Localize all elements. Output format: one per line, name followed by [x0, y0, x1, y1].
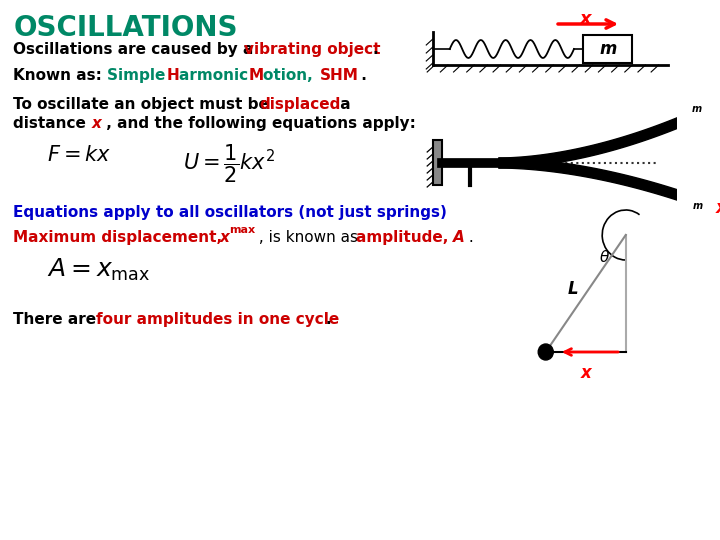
Text: $\theta$: $\theta$ — [600, 249, 611, 265]
Text: .: . — [464, 230, 474, 245]
Text: Simple: Simple — [107, 68, 171, 83]
Bar — [433, 140, 442, 185]
Text: x: x — [220, 230, 230, 245]
FancyBboxPatch shape — [687, 190, 706, 208]
Text: max: max — [229, 225, 256, 235]
Text: displaced: displaced — [259, 97, 341, 112]
Bar — [583, 35, 632, 63]
Text: four amplitudes in one cycle: four amplitudes in one cycle — [96, 312, 340, 327]
Text: distance: distance — [13, 116, 96, 131]
Text: Oscillations are caused by a: Oscillations are caused by a — [13, 42, 258, 57]
Text: x: x — [580, 10, 591, 28]
Polygon shape — [499, 158, 703, 208]
Text: armonic: armonic — [179, 68, 253, 83]
Text: $U = \dfrac{1}{2}k\mathit{x}^2$: $U = \dfrac{1}{2}k\mathit{x}^2$ — [184, 142, 276, 185]
Polygon shape — [499, 109, 703, 168]
Text: .: . — [356, 68, 367, 83]
Text: There are: There are — [13, 312, 102, 327]
Text: .: . — [373, 42, 378, 57]
Text: A: A — [453, 230, 464, 245]
Text: Equations apply to all oscillators (not just springs): Equations apply to all oscillators (not … — [13, 205, 447, 220]
Text: H: H — [166, 68, 179, 83]
Text: x: x — [91, 116, 102, 131]
Text: vibrating object: vibrating object — [244, 42, 381, 57]
Text: $F = k\mathit{x}$: $F = k\mathit{x}$ — [47, 145, 112, 165]
Text: otion,: otion, — [263, 68, 323, 83]
Text: a: a — [336, 97, 351, 112]
Text: x: x — [716, 199, 720, 217]
Text: .: . — [325, 312, 330, 327]
Text: amplitude,: amplitude, — [356, 230, 459, 245]
Text: , and the following equations apply:: , and the following equations apply: — [101, 116, 415, 131]
Text: m: m — [599, 40, 616, 58]
Text: , is known as: , is known as — [253, 230, 363, 245]
Text: OSCILLATIONS: OSCILLATIONS — [13, 14, 238, 42]
Text: m: m — [693, 201, 703, 211]
Text: x: x — [580, 364, 591, 382]
Text: L: L — [567, 280, 578, 299]
Text: SHM: SHM — [320, 68, 359, 83]
Circle shape — [539, 344, 553, 360]
Text: To oscillate an object must be: To oscillate an object must be — [13, 97, 274, 112]
Text: M: M — [248, 68, 264, 83]
Text: $A = \mathit{x}_{\mathrm{max}}$: $A = \mathit{x}_{\mathrm{max}}$ — [47, 257, 150, 283]
Text: m: m — [691, 104, 701, 114]
FancyBboxPatch shape — [685, 104, 705, 123]
Text: Maximum displacement,: Maximum displacement, — [13, 230, 233, 245]
Text: Known as:: Known as: — [13, 68, 112, 83]
